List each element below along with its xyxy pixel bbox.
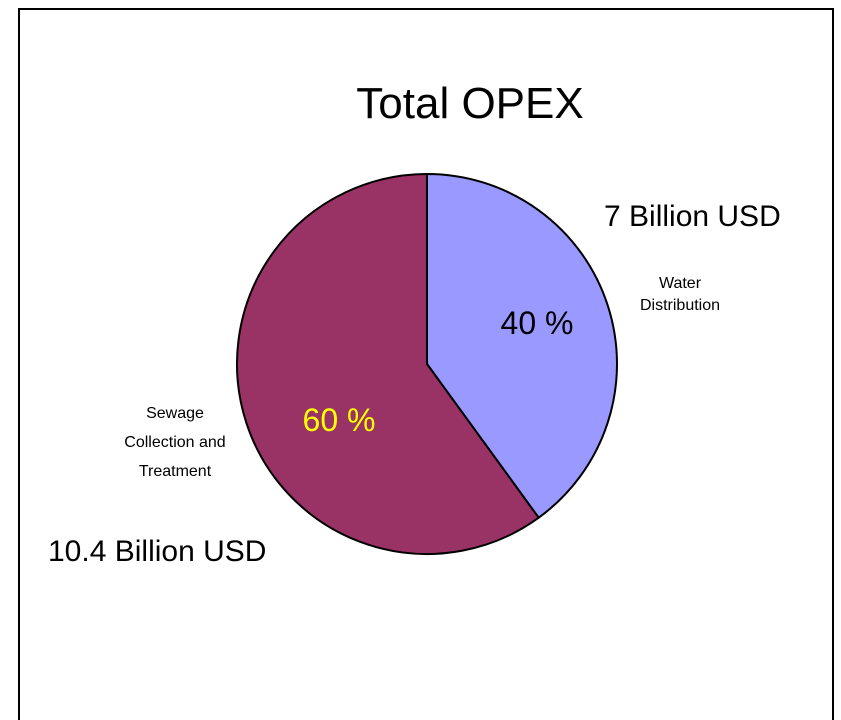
slice-amount-label-water: 7 Billion USD bbox=[604, 200, 781, 233]
chart-title: Total OPEX bbox=[356, 79, 583, 128]
slice-amount-label-sewage: 10.4 Billion USD bbox=[48, 535, 266, 568]
slice-category-label-sewage-line2: Collection and bbox=[124, 434, 225, 451]
pie-slice-water-distribution bbox=[426, 172, 618, 520]
slice-value-label-sewage: 60 % bbox=[303, 402, 376, 438]
slice-category-label-sewage-line3: Treatment bbox=[139, 463, 212, 480]
chart-frame bbox=[18, 8, 834, 720]
slice-category-label-water-line2: Distribution bbox=[640, 297, 720, 314]
slice-category-label-sewage-line1: Sewage bbox=[146, 405, 204, 422]
slice-value-label-water: 40 % bbox=[501, 305, 574, 341]
pie-slice-sewage-collection bbox=[236, 172, 541, 555]
slice-category-label-water-line1: Water bbox=[659, 275, 702, 292]
pie-slices bbox=[236, 172, 618, 555]
